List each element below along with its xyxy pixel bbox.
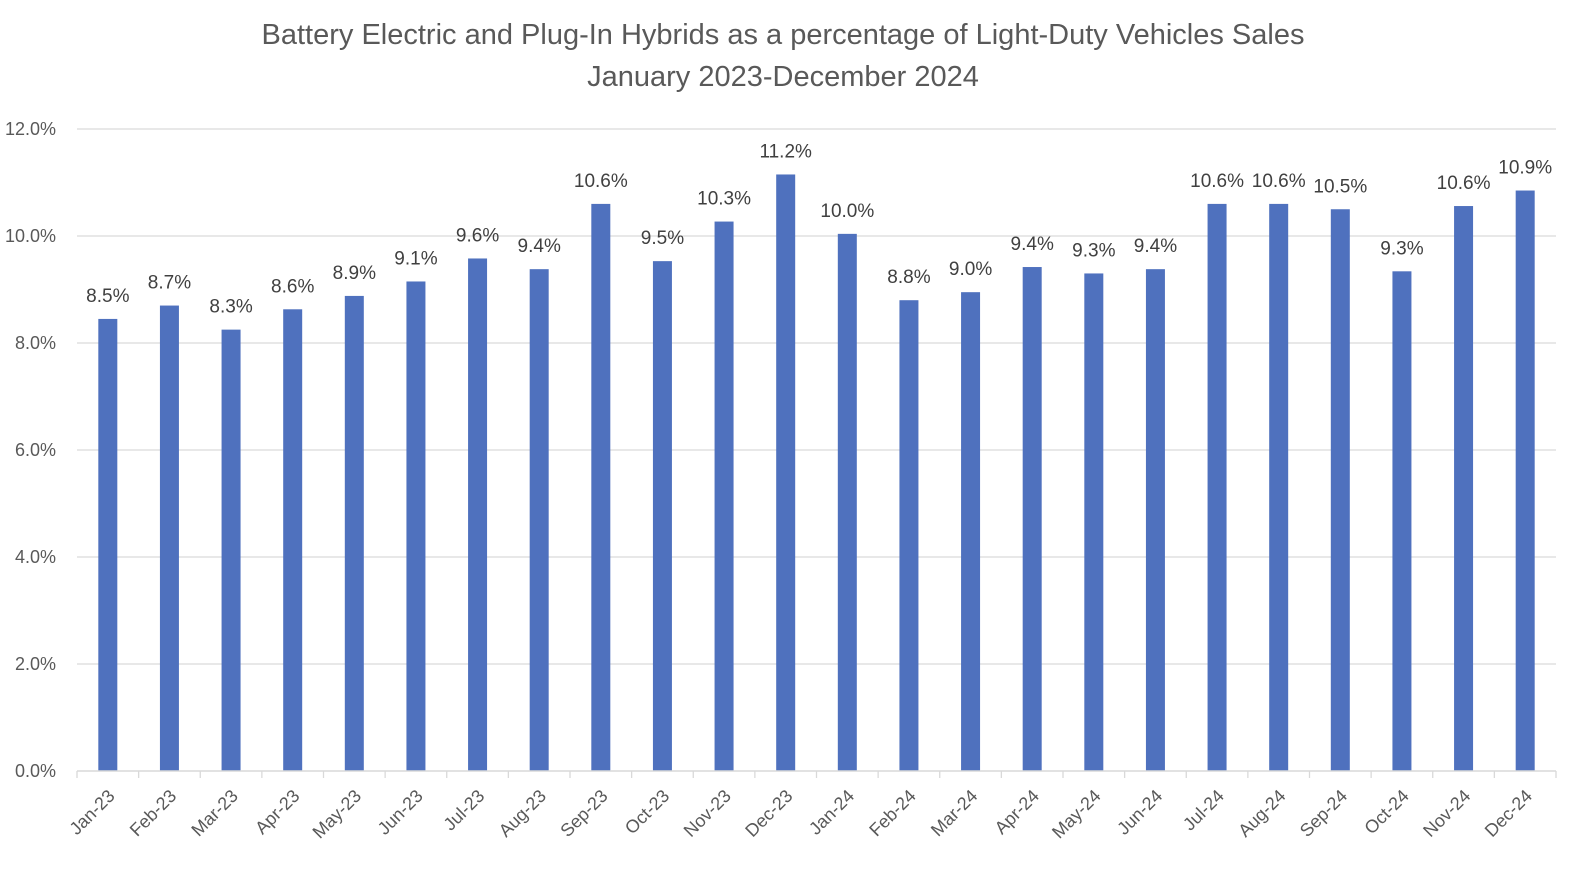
- data-label: 10.6%: [1437, 173, 1491, 194]
- data-label: 10.0%: [820, 201, 874, 222]
- bar-mar-24: [961, 292, 981, 771]
- data-label: 8.7%: [148, 273, 191, 294]
- bar-jun-23: [406, 281, 426, 771]
- x-tick-label: Dec-24: [1481, 786, 1536, 841]
- x-tick-label: Feb-23: [126, 786, 180, 840]
- data-label: 8.5%: [86, 286, 129, 307]
- bar-may-24: [1084, 273, 1104, 771]
- bar-may-23: [344, 295, 364, 771]
- y-tick-label: 6.0%: [15, 440, 56, 460]
- y-tick-label: 4.0%: [15, 547, 56, 567]
- x-axis: Jan-23 Feb-23 Mar-23 Apr-23 May-23 Jun-23 Jul-…: [66, 770, 1557, 843]
- bar-oct-23: [652, 261, 672, 771]
- bar-apr-24: [1022, 267, 1042, 771]
- x-tick-label: Aug-24: [1234, 786, 1289, 841]
- data-label: 9.4%: [1134, 236, 1177, 257]
- bar-dec-23: [776, 174, 796, 772]
- bar-apr-23: [283, 309, 303, 771]
- data-label: 9.3%: [1380, 238, 1423, 259]
- bar-jan-24: [837, 233, 857, 772]
- y-tick-label: 12.0%: [5, 119, 56, 139]
- x-tick-label: Sep-24: [1296, 786, 1351, 841]
- bar-aug-23: [529, 269, 549, 771]
- bar-dec-24: [1515, 190, 1535, 771]
- data-label: 9.3%: [1072, 240, 1115, 261]
- x-tick-label: Aug-23: [495, 786, 550, 841]
- data-label: 9.4%: [518, 236, 561, 257]
- bar-jun-24: [1145, 269, 1165, 771]
- y-tick-label: 8.0%: [15, 333, 56, 353]
- chart-title: Battery Electric and Plug-In Hybrids as …: [0, 14, 1566, 98]
- data-label: 8.3%: [209, 297, 252, 318]
- data-label: 10.6%: [574, 171, 628, 192]
- data-label: 9.4%: [1011, 234, 1054, 255]
- data-label: 9.5%: [641, 228, 684, 249]
- data-label: 11.2%: [759, 141, 812, 162]
- data-label: 8.8%: [887, 267, 930, 288]
- bar-mar-23: [221, 329, 241, 771]
- bar-oct-24: [1392, 271, 1412, 771]
- gridlines: [77, 128, 1556, 665]
- x-tick-label: Mar-24: [927, 786, 981, 840]
- chart-subtitle: January 2023-December 2024: [587, 61, 979, 93]
- data-label: 9.0%: [949, 259, 992, 280]
- bar-nov-24: [1454, 206, 1474, 772]
- x-tick-label: Jan-23: [66, 786, 119, 839]
- bar-sep-24: [1330, 209, 1350, 771]
- bars: [98, 174, 1535, 772]
- x-tick-label: Sep-23: [556, 786, 611, 841]
- bar-aug-24: [1269, 203, 1289, 771]
- data-label: 9.6%: [456, 225, 499, 246]
- x-tick-label: Dec-23: [741, 786, 796, 841]
- x-tick-label: Feb-24: [865, 786, 919, 840]
- x-tick-label: Jun-23: [374, 786, 427, 839]
- data-label: 10.6%: [1252, 171, 1306, 192]
- x-tick-label: Apr-24: [991, 786, 1043, 838]
- y-axis-ticks: 0.0% 2.0% 4.0% 6.0% 8.0% 10.0% 12.0%: [5, 119, 56, 781]
- bar-jan-23: [98, 318, 118, 771]
- y-tick-label: 2.0%: [15, 654, 56, 674]
- x-tick-label: Nov-23: [680, 786, 735, 841]
- bar-nov-23: [714, 221, 734, 771]
- data-label: 8.6%: [271, 276, 314, 297]
- bar-jul-24: [1207, 203, 1227, 771]
- x-tick-label: Mar-23: [187, 786, 241, 840]
- bar-feb-24: [899, 300, 919, 771]
- bar-sep-23: [591, 203, 611, 771]
- data-label: 10.9%: [1498, 158, 1552, 179]
- data-label: 8.9%: [333, 263, 376, 284]
- y-tick-label: 10.0%: [5, 226, 56, 246]
- data-labels: 8.5% 8.7% 8.3% 8.6% 8.9% 9.1% 9.6% 9.4% 10.6% 9.5…: [86, 141, 1552, 317]
- x-tick-label: May-23: [309, 786, 366, 843]
- x-tick-label: Oct-24: [1360, 786, 1412, 838]
- x-tick-label: Jan-24: [805, 786, 858, 839]
- x-tick-label: May-24: [1048, 786, 1105, 843]
- x-tick-label: Jun-24: [1113, 786, 1166, 839]
- x-tick-label: Jul-23: [440, 786, 489, 835]
- x-tick-label: Jul-24: [1179, 786, 1228, 835]
- bar-feb-23: [159, 305, 179, 771]
- x-tick-label: Nov-24: [1419, 786, 1474, 841]
- data-label: 10.5%: [1313, 176, 1367, 197]
- data-label: 10.6%: [1190, 171, 1244, 192]
- x-tick-label: Apr-23: [251, 786, 303, 838]
- chart-title-line: Battery Electric and Plug-In Hybrids as …: [261, 19, 1305, 51]
- bar-jul-23: [468, 258, 488, 772]
- x-tick-label: Oct-23: [621, 786, 673, 838]
- y-tick-label: 0.0%: [15, 761, 56, 781]
- data-label: 10.3%: [697, 189, 751, 210]
- data-label: 9.1%: [394, 248, 437, 269]
